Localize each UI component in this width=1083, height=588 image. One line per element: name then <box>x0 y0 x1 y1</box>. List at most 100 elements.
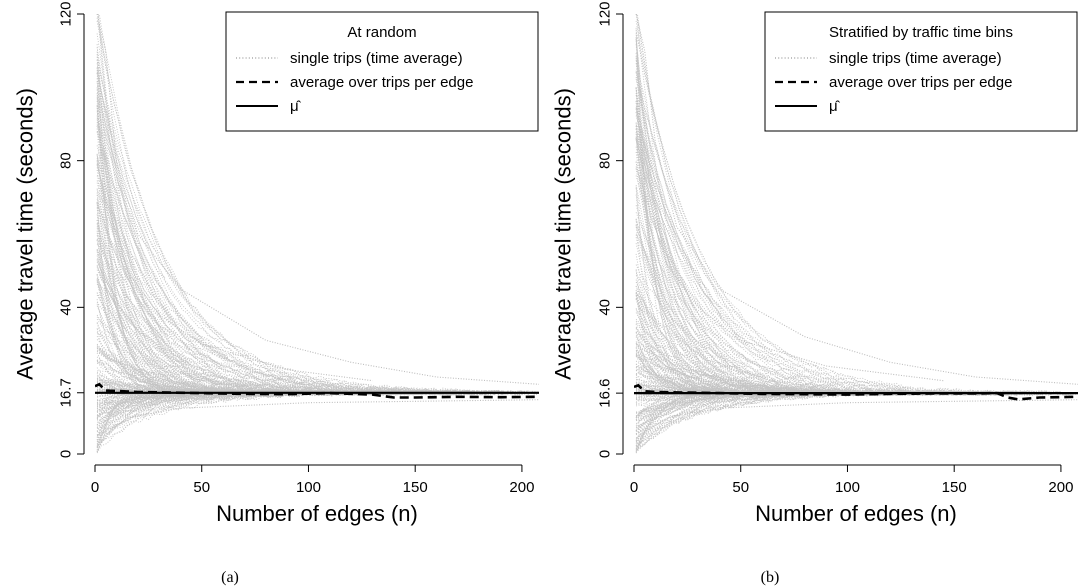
legend-entry-0: single trips (time average) <box>829 50 1002 67</box>
single-trip-line <box>635 168 727 376</box>
single-trip-line <box>96 92 264 390</box>
single-trip-line <box>635 76 1042 395</box>
single-trip-line <box>635 335 773 393</box>
legend-entry-2: μ̂ <box>290 98 302 115</box>
single-trip-line <box>96 145 431 396</box>
single-trip-line <box>636 391 927 422</box>
single-trip-line <box>96 328 508 395</box>
x-tick-label: 0 <box>91 479 99 496</box>
single-trip-line <box>96 69 166 323</box>
single-trip-line <box>635 391 889 436</box>
single-trip-line <box>96 390 495 437</box>
single-trip-line <box>635 341 978 396</box>
single-trip-line <box>96 188 290 394</box>
single-trip-line <box>635 391 786 448</box>
y-tick-label: 16.7 <box>58 378 75 407</box>
single-trip-line <box>96 335 418 396</box>
single-trip-line <box>635 92 748 368</box>
chart-panel-a: 0 50 100 150 200 Number of edges (n) 0 16.7 40 80… <box>13 1 539 586</box>
single-trip-line <box>635 363 1000 396</box>
single-trip-line <box>635 108 837 390</box>
single-trip-line <box>635 161 966 396</box>
legend-box <box>225 11 539 132</box>
single-trip-line <box>96 266 491 396</box>
single-trip-line <box>635 20 961 393</box>
single-trip-line <box>96 154 503 396</box>
legend-entry-2: μ̂ <box>829 98 841 115</box>
single-trip-line <box>96 390 537 445</box>
single-trip-line <box>635 298 906 396</box>
single-trip-line <box>96 73 166 279</box>
single-trip-line <box>96 82 539 396</box>
single-trip-line <box>635 409 701 452</box>
single-trip-line <box>96 73 230 394</box>
single-trip-line <box>635 88 774 396</box>
single-trip-line <box>96 283 170 376</box>
single-trip-line <box>635 292 910 394</box>
single-trip-line <box>635 343 893 395</box>
single-trip-line <box>96 394 281 445</box>
y-tick-label: 120 <box>597 1 614 26</box>
single-trip-line <box>97 14 452 395</box>
single-trip-line <box>635 392 889 440</box>
single-trip-line <box>635 390 820 450</box>
single-trip-line <box>96 155 222 370</box>
legend-title: Stratified by traffic time bins <box>829 24 1013 41</box>
legend: At random single trips (time average) aver… <box>225 11 539 132</box>
single-trip-line <box>635 146 991 396</box>
single-trip-line <box>96 390 179 441</box>
x-tick-label: 100 <box>835 479 860 496</box>
single-trip-line <box>96 392 243 428</box>
x-tick-label: 0 <box>630 479 638 496</box>
single-trip-line <box>635 88 731 369</box>
single-trip-line <box>635 391 752 446</box>
single-trip-line <box>635 286 842 392</box>
single-trip-line <box>635 107 859 382</box>
single-trip-line <box>96 21 188 296</box>
single-trip-line <box>635 391 744 407</box>
single-trip-line <box>636 383 970 396</box>
single-trip-line <box>96 78 320 395</box>
single-trip-series-0 <box>96 14 539 385</box>
single-trip-line <box>96 131 192 352</box>
single-trip-line <box>635 138 803 384</box>
x-axis-label: Number of edges (n) <box>216 501 418 526</box>
single-trip-line <box>96 67 320 392</box>
single-trip-series-0 <box>635 14 1078 385</box>
single-trip-series-2 <box>96 399 539 453</box>
legend-entry-0: single trips (time average) <box>290 50 463 67</box>
single-trip-line <box>635 368 966 396</box>
single-trip-line <box>635 390 957 431</box>
y-tick-label: 40 <box>597 299 614 316</box>
single-trip-line <box>635 115 773 353</box>
single-trip-line <box>96 59 529 395</box>
x-axis: 0 50 100 150 200 Number of edges (n) <box>630 464 1073 526</box>
single-trip-line <box>635 390 820 441</box>
chart-panel-b: 0 50 100 150 200 Number of edges (n) 0 16.6 40 80… <box>551 1 1078 586</box>
y-tick-label: 80 <box>58 152 75 169</box>
single-trip-line <box>96 153 482 396</box>
single-trip-line <box>96 393 273 454</box>
single-trip-line <box>635 212 957 394</box>
single-trip-line <box>96 161 192 367</box>
single-trip-line <box>635 328 983 396</box>
single-trip-line <box>96 89 307 380</box>
y-axis-label: Average travel time (seconds) <box>13 88 38 380</box>
single-trip-line <box>96 63 222 367</box>
legend-entry-1: average over trips per edge <box>829 74 1012 91</box>
single-trip-line <box>635 349 897 395</box>
average-over-trips-series <box>634 383 1078 401</box>
single-trip-line <box>635 60 1017 396</box>
y-tick-label: 80 <box>597 152 614 169</box>
single-trip-line <box>96 394 209 433</box>
panel-caption: (b) <box>761 569 780 586</box>
single-trip-line <box>96 157 401 393</box>
x-tick-label: 50 <box>732 479 749 496</box>
single-trip-line <box>96 339 367 396</box>
y-tick-label: 16.6 <box>597 379 614 408</box>
single-trip-line <box>635 390 1025 418</box>
single-trip-line <box>635 219 752 387</box>
x-tick-label: 200 <box>1048 479 1073 496</box>
single-trip-line <box>96 182 414 393</box>
